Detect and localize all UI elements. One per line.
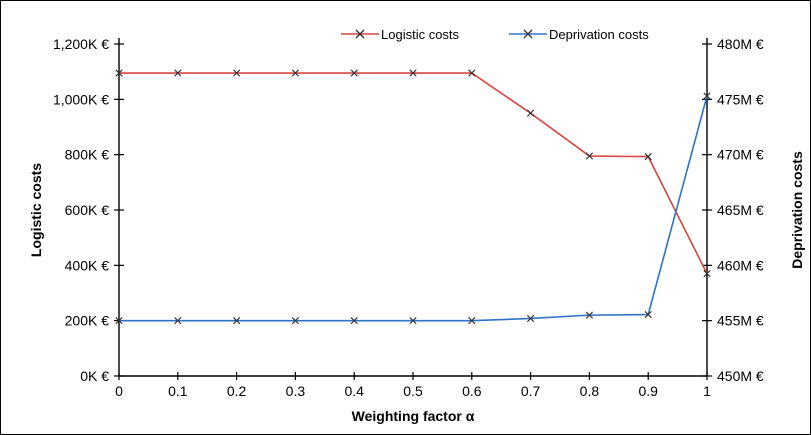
data-point-deprivation-costs	[291, 317, 300, 325]
x-tick-label: 0.1	[168, 383, 188, 399]
left-tick-label: 800K €	[65, 147, 110, 163]
legend-label-deprivation-costs: Deprivation costs	[549, 27, 649, 42]
x-tick-label: 0.5	[403, 383, 423, 399]
legend-item-deprivation-costs: Deprivation costs	[509, 27, 649, 42]
data-point-deprivation-costs	[526, 314, 535, 323]
right-tick-label: 480M €	[717, 36, 764, 52]
data-point-logistic-costs	[585, 152, 594, 160]
x-tick-label: 0.9	[638, 383, 658, 399]
x-tick-label: 1	[703, 383, 711, 399]
data-point-deprivation-costs	[115, 317, 123, 325]
legend-label-logistic-costs: Logistic costs	[381, 27, 460, 42]
data-point-logistic-costs	[291, 69, 300, 77]
x-axis-title: Weighting factor α	[352, 408, 475, 424]
left-tick-label: 600K €	[65, 202, 110, 218]
right-tick-label: 475M €	[717, 91, 764, 107]
x-tick-label: 0.7	[521, 383, 541, 399]
axes	[118, 38, 708, 377]
data-point-deprivation-costs	[350, 317, 358, 325]
left-tick-label: 400K €	[65, 257, 110, 273]
right-tick-label: 460M €	[717, 257, 764, 273]
right-tick-label: 470M €	[717, 147, 764, 163]
x-tick-label: 0.4	[344, 383, 364, 399]
data-point-logistic-costs	[232, 69, 241, 77]
data-point-logistic-costs	[526, 109, 535, 117]
x-axis-ticks: 0 0.1 0.2 0.3 0.4 0.5 0.6 0.7 0.8 0.9 1	[115, 372, 711, 399]
series-layer	[115, 69, 711, 325]
legend-marker-x-icon	[355, 29, 365, 39]
x-tick-label: 0.8	[580, 383, 600, 399]
left-tick-label: 0K €	[80, 368, 109, 384]
data-point-logistic-costs	[468, 69, 476, 77]
right-axis-ticks: 450M € 455M € 460M € 465M € 470M € 475M € 480M…	[702, 36, 764, 384]
series-deprivation-costs	[115, 92, 711, 325]
x-tick-label: 0	[115, 383, 123, 399]
data-point-deprivation-costs	[468, 317, 476, 325]
data-point-deprivation-costs	[585, 311, 594, 319]
data-point-deprivation-costs	[409, 317, 417, 325]
data-point-deprivation-costs	[174, 317, 182, 325]
left-tick-label: 1,000K €	[53, 91, 109, 107]
x-tick-label: 0.6	[462, 383, 482, 399]
legend: Logistic costs Deprivation costs	[341, 27, 649, 42]
legend-marker-x-icon	[523, 29, 533, 39]
left-axis-title: Logistic costs	[28, 163, 44, 257]
left-tick-label: 1,200K €	[53, 36, 109, 52]
x-tick-label: 0.2	[227, 383, 247, 399]
data-point-logistic-costs	[409, 69, 417, 77]
x-tick-label: 0.3	[286, 383, 306, 399]
data-point-deprivation-costs	[232, 317, 241, 325]
data-point-deprivation-costs	[703, 92, 711, 100]
series-line-deprivation-costs	[119, 95, 708, 322]
data-point-logistic-costs	[350, 69, 358, 77]
right-tick-label: 455M €	[717, 313, 764, 329]
legend-item-logistic-costs: Logistic costs	[341, 27, 460, 42]
series-logistic-costs	[115, 69, 711, 278]
left-tick-label: 200K €	[65, 313, 110, 329]
data-point-logistic-costs	[703, 270, 711, 278]
series-line-logistic-costs	[119, 72, 708, 274]
left-axis-ticks: 0K € 200K € 400K € 600K € 800K € 1,000K € 1,20…	[53, 36, 124, 384]
right-axis-title: Deprivation costs	[789, 151, 805, 269]
data-point-logistic-costs	[174, 69, 182, 77]
data-point-logistic-costs	[644, 152, 652, 161]
right-tick-label: 465M €	[717, 202, 764, 218]
right-tick-label: 450M €	[717, 368, 764, 384]
data-point-logistic-costs	[115, 69, 123, 77]
data-point-deprivation-costs	[644, 310, 652, 319]
